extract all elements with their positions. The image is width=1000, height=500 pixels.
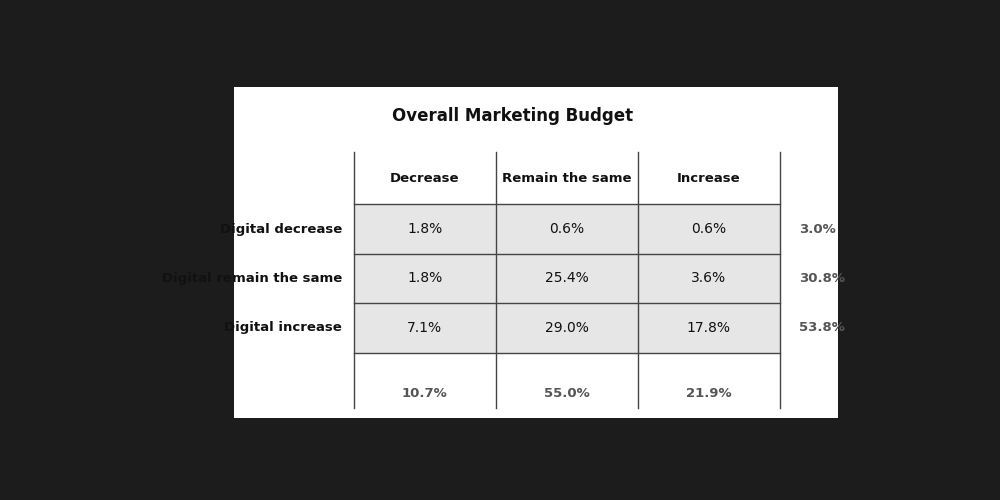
Text: 3.0%: 3.0% xyxy=(799,222,836,235)
Text: 0.6%: 0.6% xyxy=(691,222,726,236)
Text: 30.8%: 30.8% xyxy=(799,272,845,285)
Text: 7.1%: 7.1% xyxy=(407,321,442,335)
Text: Decrease: Decrease xyxy=(390,172,459,185)
Text: 0.6%: 0.6% xyxy=(549,222,584,236)
FancyBboxPatch shape xyxy=(354,204,780,352)
Text: Digital increase: Digital increase xyxy=(224,322,342,334)
FancyBboxPatch shape xyxy=(234,87,838,418)
Text: 29.0%: 29.0% xyxy=(545,321,589,335)
Text: 10.7%: 10.7% xyxy=(402,386,448,400)
Text: Remain the same: Remain the same xyxy=(502,172,632,185)
Text: 17.8%: 17.8% xyxy=(687,321,731,335)
Text: 1.8%: 1.8% xyxy=(407,272,442,285)
Text: 21.9%: 21.9% xyxy=(686,386,732,400)
Text: 3.6%: 3.6% xyxy=(691,272,726,285)
Text: Digital decrease: Digital decrease xyxy=(220,222,342,235)
Text: Overall Marketing Budget: Overall Marketing Budget xyxy=(392,107,633,125)
Text: 55.0%: 55.0% xyxy=(544,386,590,400)
Text: Digital remain the same: Digital remain the same xyxy=(162,272,342,285)
Text: Increase: Increase xyxy=(677,172,741,185)
Text: 25.4%: 25.4% xyxy=(545,272,589,285)
Text: 53.8%: 53.8% xyxy=(799,322,845,334)
Text: 1.8%: 1.8% xyxy=(407,222,442,236)
